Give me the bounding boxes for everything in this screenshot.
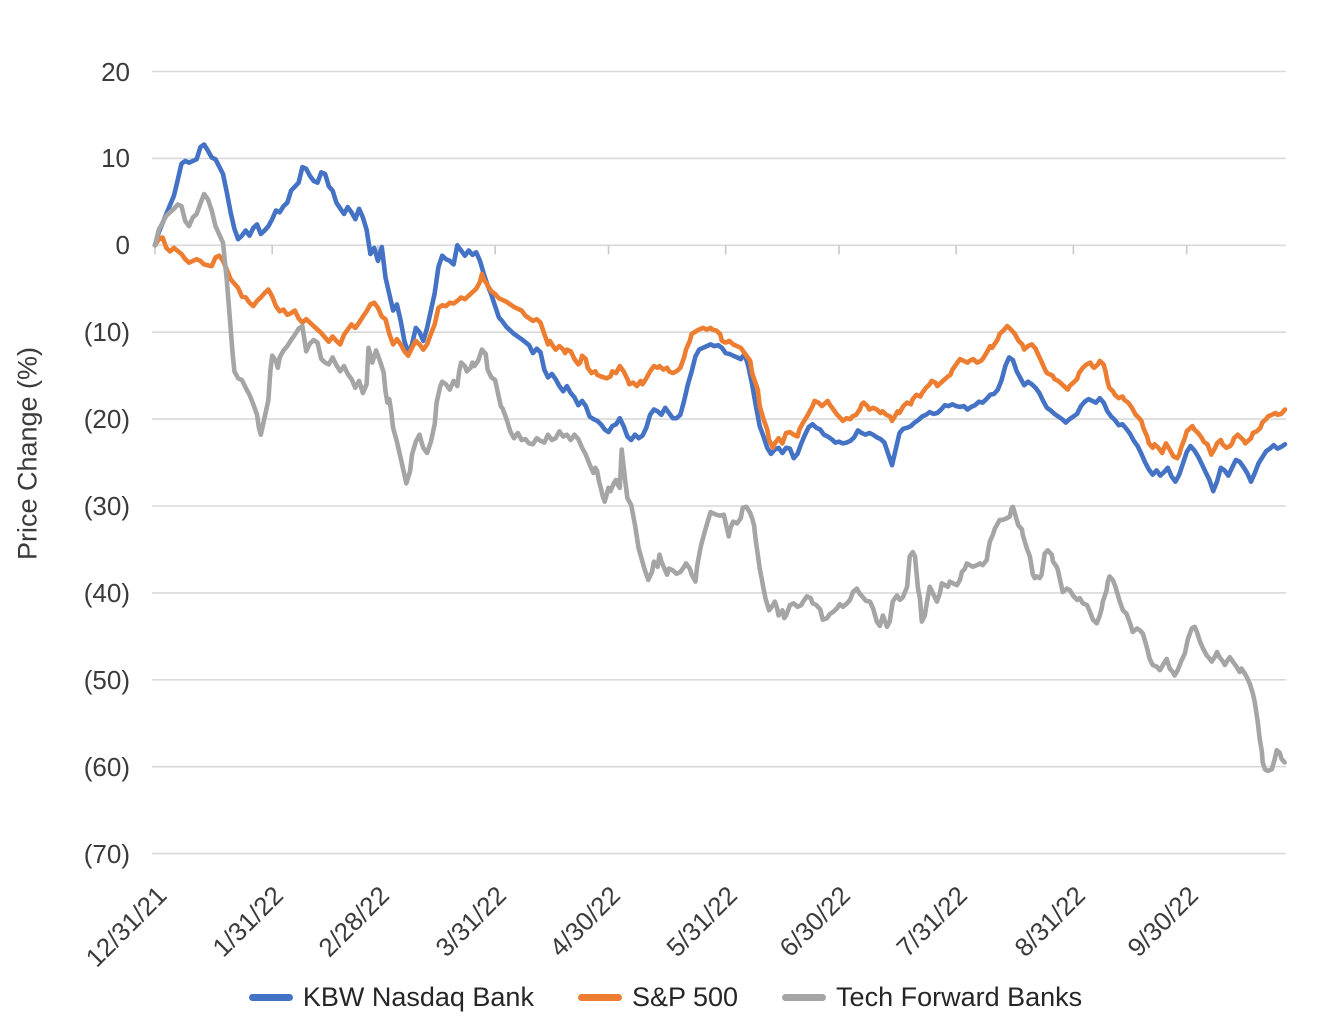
y-tick-label: (30) xyxy=(83,491,130,521)
legend-label: KBW Nasdaq Bank xyxy=(302,982,534,1012)
legend-item-1: S&P 500 xyxy=(577,982,739,1013)
series-line-2 xyxy=(152,191,1287,774)
y-axis-title: Price Change (%) xyxy=(12,346,43,561)
y-tick-label: (20) xyxy=(83,404,130,435)
legend-swatch xyxy=(248,994,293,1001)
legend: KBW Nasdaq Bank S&P 500 Tech Forward Banks xyxy=(0,982,1331,1013)
y-tick-label: 20 xyxy=(101,56,130,87)
legend-swatch xyxy=(577,994,622,1001)
y-tick-label: (40) xyxy=(83,577,130,608)
y-tick-label: 10 xyxy=(101,143,130,174)
legend-label: Tech Forward Banks xyxy=(836,982,1083,1012)
y-tick-label: 0 xyxy=(115,230,130,261)
legend-item-0: KBW Nasdaq Bank xyxy=(248,982,534,1013)
series-line-1 xyxy=(152,235,1288,461)
y-tick-label: (10) xyxy=(83,317,130,348)
legend-label: S&P 500 xyxy=(631,982,739,1012)
series-line-0 xyxy=(152,142,1288,494)
legend-swatch xyxy=(782,994,827,1001)
y-tick-label: (70) xyxy=(83,838,130,869)
y-tick-label: (50) xyxy=(83,664,130,695)
y-tick-label: (60) xyxy=(83,751,130,782)
legend-item-2: Tech Forward Banks xyxy=(782,982,1082,1013)
